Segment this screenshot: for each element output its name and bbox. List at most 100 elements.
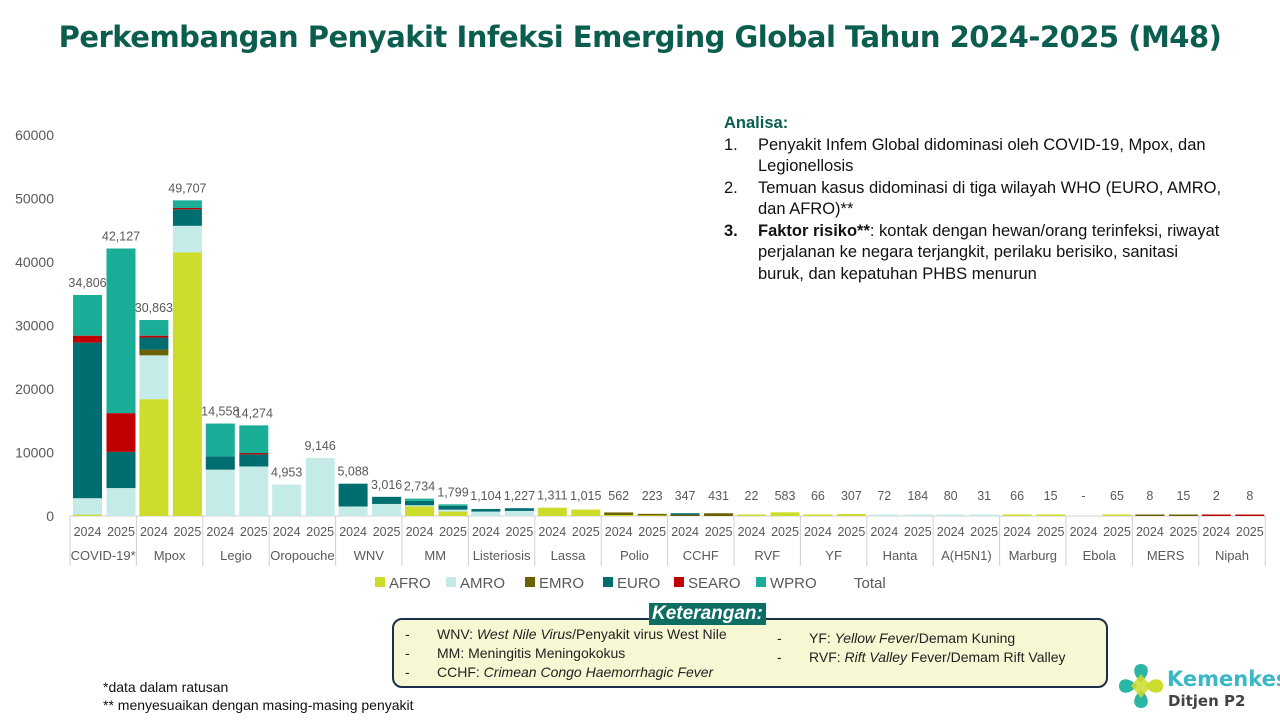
group-label: Oropouche (270, 548, 334, 563)
bar-segment-amro (172, 225, 202, 253)
year-label: 2024 (1070, 525, 1098, 539)
total-label: 347 (675, 489, 696, 503)
group-label: Nipah (1215, 548, 1249, 563)
total-label: 1,104 (470, 489, 501, 503)
bar-segment-amro (73, 498, 102, 515)
year-label: 2024 (804, 525, 832, 539)
legend-note-item: - CCHF: Crimean Congo Haemorrhagic Fever (405, 663, 727, 682)
year-label: 2024 (1003, 525, 1031, 539)
legend-note-item: - MM: Meningitis Meningokokus (405, 644, 727, 663)
y-tick-label: 0 (46, 508, 54, 524)
note-abbr: WNV: (437, 626, 477, 642)
year-label: 2025 (638, 525, 666, 539)
analysis-item-body: Penyakit Infem Global didominasi oleh CO… (758, 135, 1206, 176)
total-label: 8 (1246, 489, 1253, 503)
bar-segment-amro (936, 514, 966, 516)
total-label: 14,558 (201, 405, 239, 419)
year-label: 2025 (970, 525, 998, 539)
analysis-item-body: : kontak dengan hewan/orang terinfeksi, … (758, 221, 1220, 283)
legend-notes-left: - WNV: West Nile Virus/Penyakit virus Wes… (405, 625, 727, 682)
bar-segment-amro (305, 457, 335, 516)
year-label: 2025 (306, 525, 334, 539)
total-label: 223 (642, 489, 663, 503)
legend-label: WPRO (770, 575, 817, 592)
bar-segment-amro (504, 510, 534, 516)
logo-name: Kemenkes (1167, 667, 1280, 691)
bar-segment-emro (670, 514, 700, 516)
year-label: 2024 (140, 525, 168, 539)
note-italic: Rift Valley (844, 649, 908, 665)
bar-segment-wpro (106, 248, 136, 414)
bar-segment-amro (869, 514, 899, 516)
legend-swatch-searo (674, 577, 684, 587)
total-label: 66 (1010, 489, 1024, 503)
group-label: Mpox (154, 548, 186, 563)
footnote-1: *data dalam ratusan (103, 679, 229, 695)
total-label: 2 (1213, 489, 1220, 503)
total-label: 30,863 (135, 301, 173, 315)
analysis-list: 1. Penyakit Infem Global didominasi oleh … (724, 135, 1224, 286)
bar-segment-wpro (405, 498, 434, 501)
bar-segment-euro (338, 483, 368, 507)
legend-label: EMRO (539, 575, 584, 592)
year-label: 2025 (373, 525, 401, 539)
dash: - (777, 649, 782, 665)
analysis-item-text: Temuan kasus didominasi di tiga wilayah … (758, 178, 1224, 221)
year-label: 2025 (904, 525, 932, 539)
year-label: 2024 (671, 525, 699, 539)
bar-segment-afro (803, 514, 833, 516)
year-label: 2024 (273, 525, 301, 539)
bar-segment-emro (1168, 514, 1198, 516)
total-label: 80 (944, 489, 958, 503)
year-label: 2025 (1103, 525, 1131, 539)
note-abbr: MM: (437, 645, 469, 661)
group-label: CCHF (683, 548, 719, 563)
note-italic: Crimean Congo Haemorrhagic Fever (483, 664, 714, 680)
bar-segment-afro (770, 512, 800, 516)
year-label: 2025 (705, 525, 733, 539)
stacked-bar-chart: 0 10000 20000 30000 40000 50000 60000 34,806 202… (15, 127, 1266, 592)
bar-segment-afro (571, 509, 601, 516)
bar-segment-euro (504, 508, 534, 511)
bar-segment-afro (537, 507, 567, 516)
total-label: 14,274 (235, 406, 273, 420)
dash: - (405, 664, 410, 680)
total-label: 22 (745, 489, 759, 503)
logo-subtitle: Ditjen P2 (1168, 692, 1246, 710)
analysis-item-number: 1. (724, 135, 738, 154)
bar-segment-searo (172, 207, 202, 210)
year-label: 2024 (605, 525, 633, 539)
total-label: 34,806 (68, 276, 106, 290)
bar-segment-wpro (239, 425, 269, 454)
year-label: 2024 (937, 525, 965, 539)
slide-title: Perkembangan Penyakit Infeksi Emerging G… (58, 20, 1222, 54)
analysis-item-number: 3. (724, 221, 738, 240)
analysis-panel: Analisa: 1. Penyakit Infem Global didomin… (724, 113, 1224, 285)
year-label: 2024 (538, 525, 566, 539)
bar-segment-afro (438, 511, 468, 516)
bar-segment-euro (405, 500, 434, 506)
bar-segment-euro (471, 508, 501, 512)
year-label: 2025 (1236, 525, 1264, 539)
group-label: Lassa (551, 548, 586, 563)
bar-segment-wpro (139, 320, 169, 336)
bar-segment-afro (737, 514, 766, 516)
bar-segment-amro (969, 514, 999, 516)
bar-segment-emro (139, 349, 169, 356)
legend-notes-box (392, 618, 1108, 688)
bar-segment-wpro (205, 423, 235, 457)
legend-label: SEARO (688, 575, 741, 592)
analysis-item-text: Penyakit Infem Global didominasi oleh CO… (758, 135, 1224, 178)
bar-segment-amro (239, 466, 269, 516)
year-label: 2024 (74, 525, 102, 539)
bar-segment-amro (438, 509, 468, 512)
legend-swatch-amro (446, 577, 456, 587)
year-label: 2024 (1136, 525, 1164, 539)
bar-segment-wpro (73, 294, 102, 336)
bar-segment-afro (836, 514, 866, 516)
note-rest: Meningitis Meningokokus (468, 645, 626, 661)
total-label: 8 (1146, 489, 1153, 503)
total-label: 31 (977, 489, 991, 503)
analysis-item: 1. Penyakit Infem Global didominasi oleh … (724, 135, 1224, 178)
total-label: 49,707 (168, 181, 206, 195)
